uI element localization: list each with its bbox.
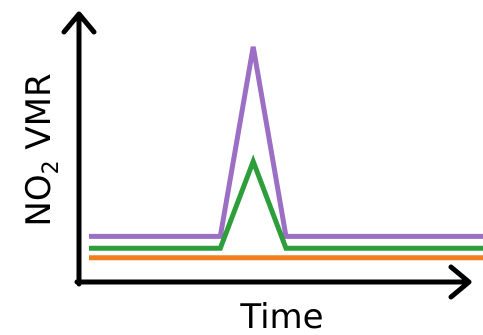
axes <box>61 11 472 300</box>
series-line-1 <box>89 46 483 239</box>
series-layer <box>89 46 483 261</box>
x-axis-arrowhead <box>448 264 472 300</box>
y-axis-label-prefix: NO <box>19 174 59 226</box>
y-axis-arrowhead <box>61 11 97 35</box>
y-axis-label: NO2 VMR <box>19 73 64 226</box>
series-line-2 <box>89 154 483 251</box>
y-axis-label-suffix: VMR <box>19 73 59 160</box>
y-axis-label-subscript: 2 <box>39 160 64 174</box>
x-axis-label: Time <box>239 297 323 335</box>
